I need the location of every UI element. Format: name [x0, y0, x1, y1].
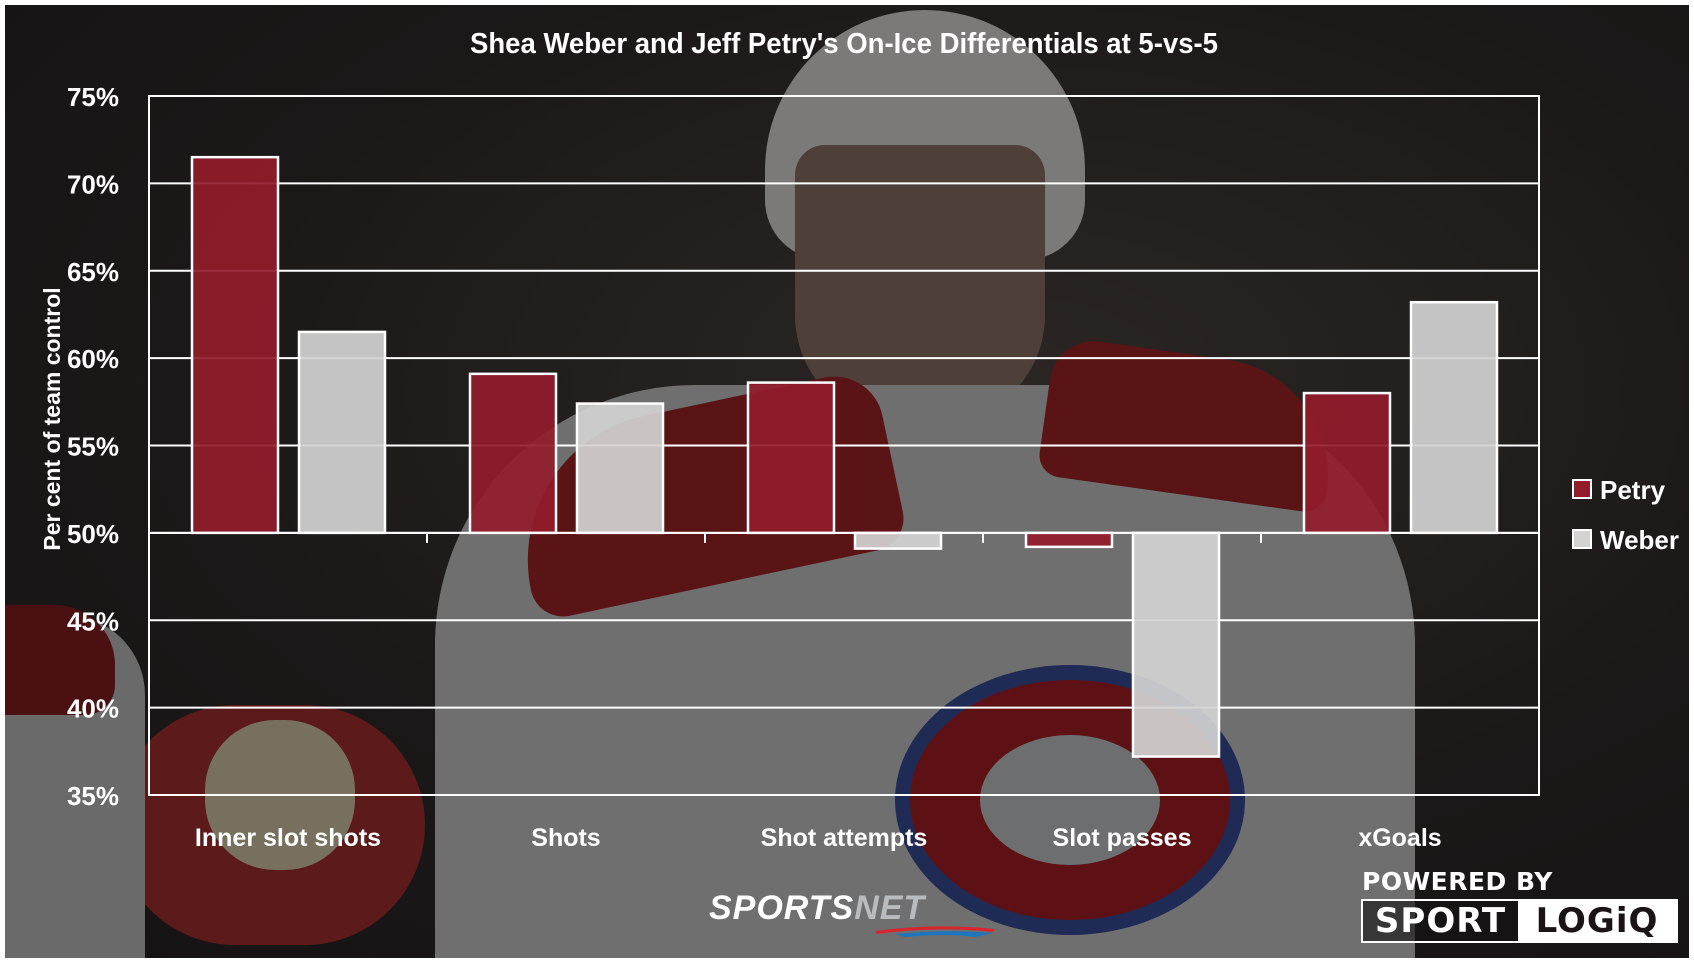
sportlogiq-logo: SPORT LOGiQ [1361, 899, 1678, 943]
bar-weber [1131, 531, 1221, 758]
left-player-red [5, 605, 115, 715]
legend-label-petry: Petry [1600, 475, 1666, 505]
legend-swatch-weber [1572, 529, 1592, 549]
sportlogiq-logo-sport: SPORT [1363, 901, 1518, 941]
legend: Petry Weber [1572, 475, 1679, 555]
jersey-logo-inner [980, 735, 1160, 865]
powered-by-label: POWERED BY [1362, 867, 1553, 896]
bar-petry [746, 381, 836, 535]
x-tick-label: Inner slot shots [195, 824, 381, 852]
bar-weber [1409, 300, 1499, 535]
bar-weber [853, 531, 943, 550]
y-tick-label: 45% [67, 606, 119, 636]
legend-swatch-petry [1572, 479, 1592, 499]
chart-title: Shea Weber and Jeff Petry's On-Ice Diffe… [470, 28, 1218, 60]
x-tick-labels: Inner slot shots Shots Shot attempts Slot p… [195, 824, 1442, 852]
x-tick-label: Slot passes [1053, 824, 1192, 852]
bar-petry [190, 155, 280, 535]
bars [149, 155, 1539, 758]
x-tick-marks [426, 532, 1262, 543]
sportsnet-swoosh-icon [875, 926, 995, 937]
sportsnet-logo-text-1: SPORTS [709, 889, 855, 927]
bar-weber [575, 402, 665, 535]
y-tick-label: 40% [67, 694, 119, 724]
y-tick-label: 65% [67, 257, 119, 287]
y-tick-label: 35% [67, 781, 119, 811]
bar-petry [1024, 531, 1114, 549]
y-tick-label: 55% [67, 432, 119, 462]
legend-label-weber: Weber [1600, 525, 1679, 555]
x-tick-label: xGoals [1358, 824, 1441, 852]
sportsnet-logo-text-2: NET [854, 889, 926, 927]
bar-petry [468, 372, 558, 535]
y-tick-label: 75% [67, 82, 119, 112]
y-tick-label: 50% [67, 519, 119, 549]
y-tick-labels: 35% 40% 45% 50% 55% 60% 65% 70% 75% [67, 82, 119, 811]
y-tick-label: 70% [67, 169, 119, 199]
chart: Shea Weber and Jeff Petry's On-Ice Diffe… [39, 28, 1679, 852]
y-axis-label: Per cent of team control [39, 287, 65, 550]
bar-petry [1302, 391, 1392, 535]
chart-frame: Shea Weber and Jeff Petry's On-Ice Diffe… [5, 5, 1689, 958]
x-tick-label: Shots [531, 824, 600, 852]
x-tick-label: Shot attempts [761, 824, 928, 852]
bar-weber [297, 330, 387, 535]
sportlogiq-logo-logiq: LOGiQ [1518, 901, 1676, 941]
y-tick-label: 60% [67, 344, 119, 374]
sportsnet-logo: SPORTSNET [709, 889, 925, 928]
